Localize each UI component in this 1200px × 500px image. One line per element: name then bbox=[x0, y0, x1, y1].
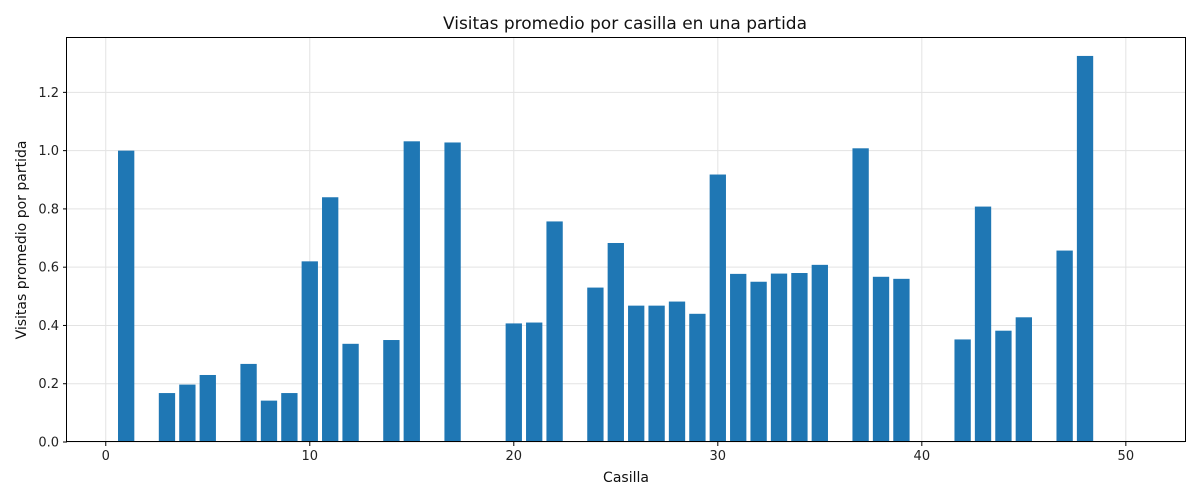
x-tick-label: 20 bbox=[506, 449, 523, 464]
bar-casilla-24 bbox=[587, 287, 604, 442]
bar-casilla-27 bbox=[648, 305, 665, 442]
bar-casilla-14 bbox=[383, 340, 400, 442]
bar-casilla-7 bbox=[240, 363, 257, 442]
x-axis-label: Casilla bbox=[603, 470, 649, 486]
bar-casilla-20 bbox=[505, 323, 522, 442]
bar-casilla-32 bbox=[750, 281, 767, 442]
plot-frame bbox=[66, 37, 1186, 442]
bar-casilla-38 bbox=[872, 276, 890, 442]
bar-casilla-9 bbox=[281, 393, 298, 442]
bar-casilla-30 bbox=[709, 174, 726, 442]
chart-title: Visitas promedio por casilla en una part… bbox=[443, 14, 807, 34]
bars-group bbox=[118, 55, 1094, 443]
bar-casilla-17 bbox=[444, 142, 461, 442]
x-tick-label: 40 bbox=[914, 449, 931, 464]
bar-casilla-48 bbox=[1076, 55, 1094, 443]
bar-casilla-3 bbox=[158, 393, 176, 442]
bar-casilla-39 bbox=[893, 278, 910, 442]
bar-casilla-34 bbox=[791, 273, 808, 442]
y-tick-label: 1.2 bbox=[38, 86, 59, 101]
y-tick-label: 0.0 bbox=[38, 436, 59, 451]
x-tick-label: 0 bbox=[102, 449, 110, 464]
bar-casilla-31 bbox=[730, 273, 747, 442]
bar-casilla-45 bbox=[1015, 317, 1032, 442]
x-tick-label: 10 bbox=[302, 449, 319, 464]
bar-casilla-43 bbox=[974, 206, 992, 442]
y-axis-label: Visitas promedio por partida bbox=[14, 141, 30, 340]
y-axis-ticks: 0.0 0.2 0.4 0.6 0.8 1.0 1.2 bbox=[38, 86, 67, 451]
y-tick-label: 0.2 bbox=[38, 377, 59, 392]
y-tick-label: 1.0 bbox=[38, 144, 59, 159]
bar-casilla-37 bbox=[852, 148, 869, 442]
y-tick-label: 0.4 bbox=[38, 319, 59, 334]
bar-casilla-21 bbox=[526, 322, 543, 442]
bar-casilla-44 bbox=[995, 330, 1012, 442]
x-tick-label: 50 bbox=[1118, 449, 1135, 464]
bar-casilla-28 bbox=[668, 301, 686, 442]
bar-casilla-5 bbox=[199, 374, 216, 442]
bar-casilla-33 bbox=[770, 273, 788, 442]
y-tick-label: 0.6 bbox=[38, 261, 59, 276]
bar-casilla-25 bbox=[607, 242, 624, 442]
x-tick-label: 30 bbox=[710, 449, 727, 464]
bar-casilla-26 bbox=[628, 305, 645, 442]
bar-casilla-15 bbox=[403, 141, 420, 442]
x-axis-ticks: 0 10 20 30 40 50 bbox=[102, 442, 1134, 464]
bar-casilla-8 bbox=[260, 400, 278, 442]
bar-casilla-12 bbox=[342, 343, 359, 442]
bar-casilla-42 bbox=[954, 339, 971, 442]
bar-casilla-11 bbox=[322, 197, 339, 442]
bar-casilla-22 bbox=[546, 221, 563, 442]
bar-casilla-47 bbox=[1056, 250, 1073, 442]
y-tick-label: 0.8 bbox=[38, 202, 59, 217]
bar-casilla-10 bbox=[301, 261, 318, 442]
bar-casilla-4 bbox=[179, 384, 196, 442]
bar-casilla-1 bbox=[118, 150, 135, 442]
bar-casilla-35 bbox=[811, 264, 828, 442]
bar-casilla-29 bbox=[689, 313, 706, 442]
